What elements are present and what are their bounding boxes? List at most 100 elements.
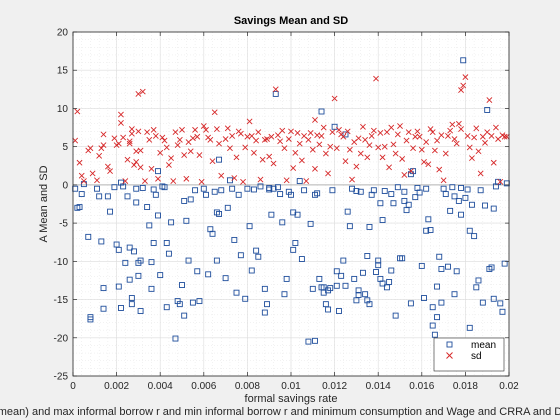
mean-point — [340, 257, 347, 264]
mean-point — [115, 283, 122, 290]
sd-point — [462, 74, 469, 81]
mean-point — [94, 185, 100, 192]
sd-point — [503, 133, 510, 140]
mean-point — [366, 223, 373, 230]
mean-point — [471, 233, 478, 240]
mean-point — [120, 183, 127, 190]
sd-point — [87, 145, 94, 152]
sd-point — [360, 123, 366, 130]
mean-point — [216, 156, 223, 163]
sd-point — [266, 153, 273, 160]
mean-point — [122, 259, 129, 266]
y-tick-label: 15 — [57, 66, 69, 77]
sd-point — [309, 146, 316, 153]
mean-point — [388, 267, 395, 274]
mean-point — [336, 308, 342, 314]
mean-point — [179, 282, 185, 288]
mean-point — [466, 227, 473, 234]
sd-point — [157, 149, 164, 156]
sd-point — [318, 133, 325, 139]
sd-point — [285, 136, 292, 142]
sd-point — [122, 178, 129, 184]
mean-point — [451, 193, 458, 200]
mean-point — [277, 191, 284, 198]
y-tick-label: -25 — [54, 372, 69, 383]
sd-point — [479, 133, 486, 140]
sd-point — [405, 129, 412, 136]
sd-point — [196, 152, 203, 158]
sd-point — [135, 128, 142, 135]
sd-point — [416, 133, 423, 140]
sd-point — [166, 162, 172, 168]
mean-point — [87, 316, 94, 323]
sd-point — [312, 165, 318, 172]
sd-point — [373, 75, 379, 82]
sd-point — [283, 177, 290, 184]
mean-point — [192, 187, 199, 194]
mean-point — [357, 188, 364, 195]
sd-point — [488, 133, 495, 139]
sd-point — [429, 129, 436, 136]
legend-sd-label: sd — [471, 351, 482, 362]
mean-point — [131, 248, 137, 255]
sd-point — [104, 163, 111, 170]
mean-point — [425, 216, 432, 223]
mean-point — [488, 264, 495, 271]
x-tick-label: 0 — [70, 381, 76, 392]
mean-point — [329, 187, 336, 194]
sd-point — [493, 124, 499, 131]
x-axis-ticks: 0 0.002 0.004 0.006 0.008 0.01 0.012 0.014 0.016… — [70, 32, 519, 392]
mean-point — [157, 272, 164, 279]
mean-point — [288, 191, 294, 198]
sd-point — [78, 172, 85, 179]
mean-point — [344, 208, 351, 215]
sd-point — [370, 127, 377, 134]
mean-point — [264, 301, 270, 308]
mean-point — [451, 291, 458, 298]
mean-point — [327, 285, 334, 292]
sd-point — [390, 141, 397, 148]
y-tick-label: -10 — [54, 257, 69, 268]
sd-point — [277, 138, 284, 145]
sd-point — [246, 118, 253, 125]
mean-point — [216, 210, 223, 217]
mean-point — [394, 184, 401, 191]
sd-point — [281, 145, 288, 152]
mean-point — [294, 211, 301, 218]
mean-point — [438, 266, 445, 272]
x-tick-label: 0.02 — [499, 381, 519, 392]
sd-point — [100, 142, 107, 149]
mean-point — [353, 188, 360, 194]
mean-point — [359, 269, 366, 276]
minor-grid — [72, 31, 510, 377]
sd-point — [187, 148, 194, 155]
mean-point — [455, 197, 462, 204]
sd-point — [198, 178, 205, 185]
mean-point — [364, 253, 371, 259]
sd-point — [240, 178, 246, 185]
sd-point — [288, 128, 294, 135]
mean-point — [279, 219, 286, 226]
sd-point — [418, 146, 425, 153]
sd-point — [466, 144, 473, 151]
mean-point — [490, 295, 497, 302]
sd-point — [292, 149, 299, 156]
mean-point — [163, 304, 170, 311]
sd-point — [89, 170, 96, 177]
mean-point — [111, 184, 118, 191]
mean-point — [453, 268, 460, 275]
sd-point — [118, 120, 124, 126]
x-tick-label: 0.018 — [453, 381, 478, 392]
sd-point — [423, 139, 430, 145]
mean-point — [342, 131, 349, 138]
chart-title: Savings Mean and SD — [234, 15, 348, 27]
y-tick-label: -5 — [59, 219, 68, 230]
mean-point — [268, 211, 275, 218]
mean-point — [281, 291, 288, 298]
mean-point — [115, 246, 122, 253]
mean-point — [205, 271, 212, 278]
mean-point — [107, 208, 114, 215]
sd-point — [401, 172, 408, 178]
x-tick-label: 0.01 — [281, 381, 301, 392]
sd-point — [229, 133, 236, 139]
